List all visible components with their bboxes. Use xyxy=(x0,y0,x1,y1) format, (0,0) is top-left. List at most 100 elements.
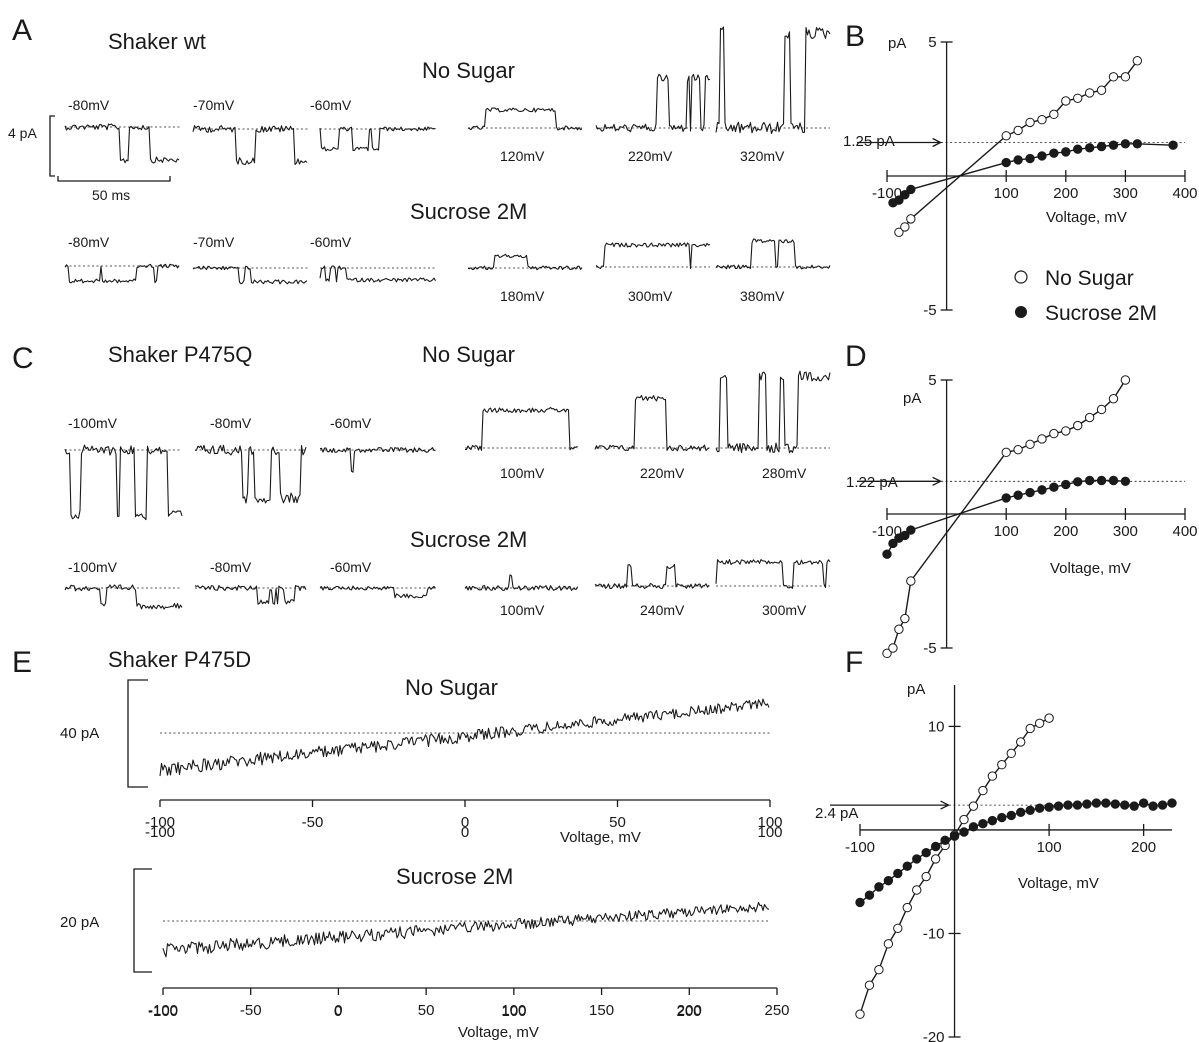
plot-f-filled-point xyxy=(874,882,884,892)
panel-a-su-trace-4 xyxy=(467,253,583,271)
plot-b-xtick-label: 100 xyxy=(994,185,1019,202)
panel-a-su-trace-5 xyxy=(595,242,711,270)
plot-f-filled-point xyxy=(1110,799,1120,809)
plot-f-filled-point xyxy=(912,854,922,864)
plot-f-open-point xyxy=(902,902,912,913)
panel-a-ns-trace-5 xyxy=(595,73,711,133)
plot-d-filled-point xyxy=(1037,485,1047,495)
plot-b-filled-point xyxy=(1108,140,1119,150)
panel-c-ns-pos-voltage-3: 280mV xyxy=(762,465,807,481)
panel-c-su-pos-voltage-2: 240mV xyxy=(640,602,685,618)
panel-e-title: Shaker P475D xyxy=(108,647,251,672)
plot-b-open-point xyxy=(1120,72,1131,82)
plot-b-filled-point xyxy=(1096,141,1107,152)
plot-d-open-point xyxy=(1096,404,1107,415)
panel-e-bottom-xaxis-tick-label: 150 xyxy=(589,1002,614,1019)
panel-e-bottom-xaxis-tick-label: -100 xyxy=(148,1002,178,1019)
plot-b-open-point xyxy=(1025,117,1035,128)
legend-open-marker xyxy=(1014,270,1028,284)
plot-f-ytick-label: 10 xyxy=(928,718,945,735)
plot-f-xtick-label: 200 xyxy=(1131,839,1156,856)
panel-e-bottom-xaxis-tick-label: 100 xyxy=(501,1002,526,1019)
panel-c-traces xyxy=(64,370,831,610)
plot-f-filled-point xyxy=(930,841,941,852)
plot-f-open-point xyxy=(921,871,931,882)
panel-c-no-sugar-label: No Sugar xyxy=(422,342,515,367)
panel-a-su-trace-1 xyxy=(64,263,180,284)
panel-a-ns-neg-voltage-1: -80mV xyxy=(68,97,110,113)
panel-a-su-neg-voltage-1: -80mV xyxy=(68,234,110,250)
plot-d-open-point xyxy=(1084,412,1095,423)
panel-e-top-scale-bar xyxy=(127,679,148,788)
plot-d-open-point xyxy=(906,576,916,586)
plot-b-open-point xyxy=(1061,96,1071,106)
plot-d-open-point xyxy=(900,613,910,624)
plot-f-filled-point xyxy=(921,848,931,858)
panel-e: E Shaker P475D No Sugar Sucrose 2M 40 pA… xyxy=(12,646,790,1041)
plot-f-filled-point xyxy=(1006,810,1016,821)
plot-d-filled-point xyxy=(1120,476,1131,487)
panel-e-su-ramp-trace xyxy=(162,901,770,958)
plot-f-filled-point xyxy=(1044,802,1054,812)
panel-e-bottom-xtick-major: 100 xyxy=(501,1003,526,1020)
plot-f-filled-point xyxy=(968,822,979,832)
plot-b-filled-point xyxy=(1132,139,1143,149)
panel-e-top-xaxis-tick-label: 0 xyxy=(461,814,469,831)
panel-e-top-xtick-major: -100 xyxy=(145,824,175,841)
plot-b-xtick-label: 400 xyxy=(1172,185,1197,202)
plot-b-open-point xyxy=(1037,115,1047,125)
panel-a-ns-trace-6 xyxy=(715,26,831,135)
plot-f-filled-point xyxy=(959,827,969,837)
panel-e-ns-ramp-trace xyxy=(159,698,770,777)
plot-d-open-point xyxy=(894,624,904,634)
panel-a-su-trace-2 xyxy=(192,265,308,285)
plot-f-open-point xyxy=(987,771,998,781)
panel-d-xlabel: Voltage, mV xyxy=(1050,560,1131,577)
plot-b-open-point xyxy=(1073,93,1083,103)
panel-e-top-xtick-major: 0 xyxy=(461,824,469,841)
panel-c-ns-trace-2 xyxy=(194,444,307,504)
panel-e-letter: E xyxy=(12,646,32,679)
panel-a-ns-trace-2 xyxy=(192,125,308,165)
plot-f-filled-point xyxy=(949,831,960,841)
panel-c-su-pos-voltage-1: 100mV xyxy=(500,602,545,618)
plot-b-filled-point xyxy=(1013,155,1023,165)
panel-d-annotation: 1.22 pA xyxy=(846,474,898,491)
panel-e-top-scale-label: 40 pA xyxy=(60,725,99,742)
plot-f-open-point xyxy=(883,939,894,949)
panel-c-ns-neg-voltage-2: -80mV xyxy=(210,415,252,431)
panel-a-current-scale-label: 4 pA xyxy=(8,125,37,141)
panel-a-ns-pos-voltage-3: 320mV xyxy=(740,148,785,164)
panel-f-annotation: 2.4 pA xyxy=(815,805,858,822)
plot-f-annotation-arrow xyxy=(830,800,950,810)
plot-f-filled-point xyxy=(1082,799,1092,809)
panel-f-plot: -100 100 200 -20 -10 10 xyxy=(830,685,1177,1042)
plot-d-open-point xyxy=(1001,447,1011,458)
panel-a-su-pos-voltage-2: 300mV xyxy=(628,288,673,304)
panel-e-top-xaxis: -100 -50 0 50 100 xyxy=(145,799,783,831)
plot-f-filled-point xyxy=(902,861,912,871)
plot-d-xtick-label: 200 xyxy=(1053,523,1078,540)
plot-b-filled-point xyxy=(1049,148,1059,158)
plot-f-filled-point xyxy=(1148,801,1158,811)
plot-f-filled-point xyxy=(1138,798,1149,808)
plot-f-ytick-label: -10 xyxy=(923,925,945,942)
plot-b-open-point xyxy=(1132,56,1143,66)
plot-b-filled-point xyxy=(906,184,916,195)
plot-b-open-point xyxy=(894,227,904,237)
plot-f-filled-point xyxy=(1167,798,1177,808)
panel-a-su-trace-3 xyxy=(319,265,436,283)
panel-c-su-trace-3 xyxy=(319,585,436,599)
panel-e-bottom-xtick-major: -100 xyxy=(148,1003,178,1020)
plot-b-annotation-arrow xyxy=(857,137,943,148)
panel-e-sucrose-label: Sucrose 2M xyxy=(396,864,513,889)
plot-d-xtick-label: 100 xyxy=(994,523,1019,540)
panel-e-bottom-xaxis: -100 -50 0 50 100 150 200 250 xyxy=(148,987,790,1019)
panel-c-title: Shaker P475Q xyxy=(108,342,252,367)
plot-f-filled-point xyxy=(1157,800,1168,810)
panel-e-top-xtick-major: 100 xyxy=(757,824,782,841)
plot-d-open-point xyxy=(1108,394,1119,404)
panel-a-sucrose-label: Sucrose 2M xyxy=(410,199,527,224)
panel-e-top-xlabel: Voltage, mV xyxy=(560,829,641,846)
plot-f-filled-point xyxy=(855,897,865,908)
